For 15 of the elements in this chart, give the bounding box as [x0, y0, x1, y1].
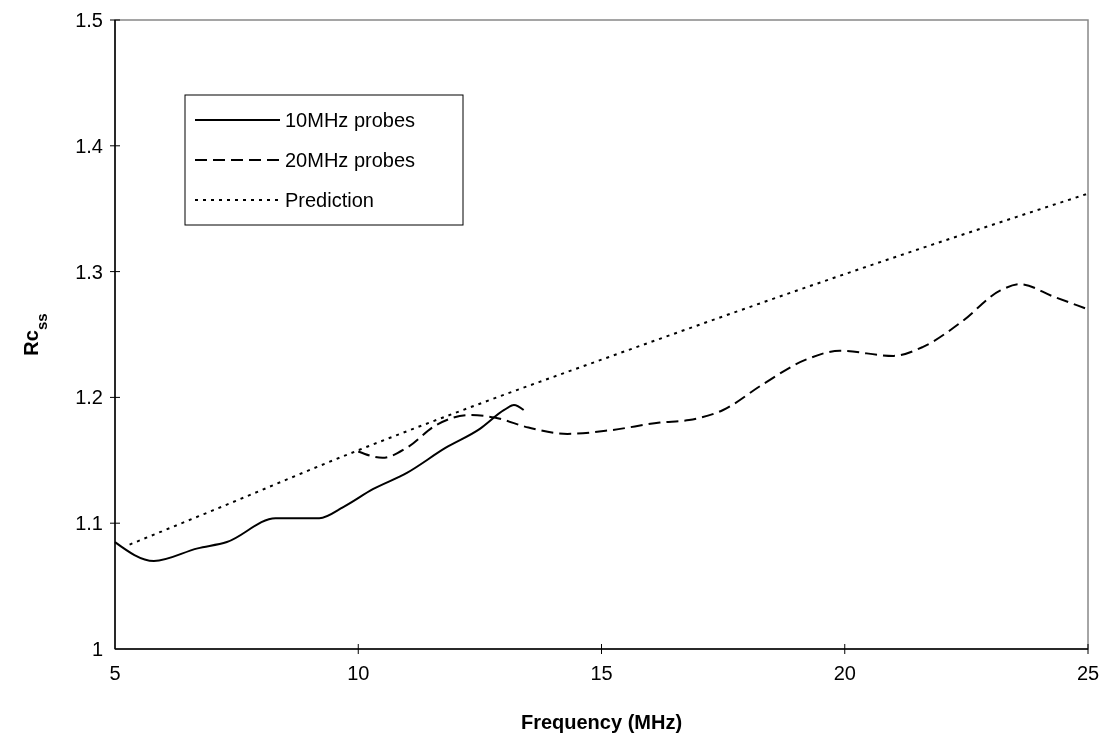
legend-label: 20MHz probes [285, 149, 416, 171]
y-tick-label: 1.1 [75, 512, 103, 535]
legend-label: 10MHz probes [285, 109, 416, 131]
x-tick-label: 25 [1076, 662, 1100, 684]
x-tick-label: 10 [347, 662, 370, 684]
y-tick-label: 1 [91, 638, 103, 660]
y-tick-label: 1.5 [75, 9, 103, 31]
x-tick-label: 20 [833, 662, 856, 684]
legend-label: Prediction [285, 189, 374, 211]
y-tick-label: 1.4 [75, 134, 103, 157]
x-tick-label: 5 [109, 662, 121, 684]
x-axis-title: Frequency (MHz) [520, 711, 683, 733]
x-tick-label: 15 [590, 662, 613, 684]
y-tick-label: 1.3 [75, 260, 103, 283]
y-tick-label: 1.2 [75, 386, 103, 409]
